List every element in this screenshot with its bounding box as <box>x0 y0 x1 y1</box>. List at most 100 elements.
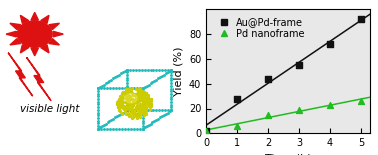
Point <box>141 114 147 116</box>
Point <box>133 106 139 108</box>
Point <box>127 97 133 100</box>
Point <box>144 69 150 71</box>
Point <box>125 127 131 130</box>
Point <box>110 127 116 130</box>
Point <box>122 96 128 99</box>
Point <box>140 127 146 130</box>
Point <box>117 95 123 97</box>
Point <box>121 108 127 110</box>
Point <box>133 104 139 107</box>
Point <box>129 86 135 89</box>
Point <box>122 107 128 110</box>
Point <box>131 99 137 101</box>
Point <box>147 109 153 111</box>
Point <box>124 89 130 92</box>
Point <box>163 72 169 75</box>
Point <box>167 70 173 72</box>
Point <box>140 125 146 127</box>
Point <box>125 94 131 97</box>
Point <box>124 69 130 71</box>
Point <box>131 102 137 104</box>
Point <box>134 107 140 110</box>
Point <box>130 116 136 118</box>
Point <box>124 97 130 99</box>
Point <box>146 98 152 100</box>
Point <box>142 86 148 88</box>
Point <box>116 127 122 130</box>
Point <box>130 101 136 103</box>
Point <box>169 98 175 101</box>
Point <box>159 75 165 77</box>
Point <box>128 87 134 90</box>
Point <box>119 96 125 98</box>
Point <box>95 114 101 116</box>
Point <box>136 108 143 110</box>
Point <box>119 102 125 104</box>
Point <box>115 100 121 102</box>
Point <box>147 122 153 125</box>
Point <box>124 90 130 93</box>
Point <box>144 103 150 105</box>
Point <box>118 96 124 99</box>
Point <box>136 108 142 111</box>
Polygon shape <box>20 45 29 53</box>
Point <box>141 113 147 115</box>
Point <box>145 95 151 97</box>
Point <box>144 109 150 111</box>
Point <box>130 111 136 113</box>
Point <box>128 127 134 130</box>
Point <box>143 97 149 100</box>
Point <box>134 87 140 90</box>
Point <box>146 102 152 104</box>
Polygon shape <box>41 15 49 23</box>
Point <box>144 106 150 108</box>
Point <box>95 87 101 90</box>
Point <box>139 90 146 92</box>
Point <box>102 122 108 125</box>
Polygon shape <box>41 45 49 53</box>
Point <box>133 93 139 95</box>
Point <box>141 97 147 100</box>
Point <box>129 110 135 113</box>
Point <box>125 88 131 90</box>
Point <box>104 87 110 90</box>
Point <box>358 100 364 102</box>
Point <box>138 93 144 95</box>
Point <box>138 95 144 98</box>
Point <box>95 93 101 95</box>
Point <box>122 91 128 93</box>
Point <box>137 110 143 112</box>
Point <box>133 88 139 91</box>
Point <box>148 104 154 107</box>
Point <box>133 113 139 115</box>
Point <box>133 115 139 118</box>
Point <box>140 87 146 90</box>
Point <box>136 116 143 119</box>
Point <box>130 69 136 71</box>
Point <box>138 97 144 100</box>
Point <box>124 101 130 104</box>
Point <box>130 111 136 114</box>
Point <box>130 109 136 112</box>
Point <box>101 87 107 90</box>
Point <box>124 113 130 115</box>
Point <box>146 104 152 106</box>
Point <box>144 125 150 127</box>
Point <box>169 85 175 87</box>
Point <box>136 114 142 116</box>
Point <box>122 88 129 91</box>
Point <box>169 69 175 71</box>
Point <box>124 102 130 104</box>
Point <box>141 93 147 95</box>
Point <box>139 111 145 114</box>
Point <box>126 101 132 104</box>
Point <box>119 92 125 94</box>
Point <box>130 109 136 111</box>
Point <box>119 127 125 130</box>
Point <box>95 98 101 100</box>
Point <box>151 120 157 122</box>
Point <box>95 106 101 108</box>
Point <box>149 121 155 124</box>
Point <box>122 106 128 108</box>
Point <box>104 81 110 83</box>
